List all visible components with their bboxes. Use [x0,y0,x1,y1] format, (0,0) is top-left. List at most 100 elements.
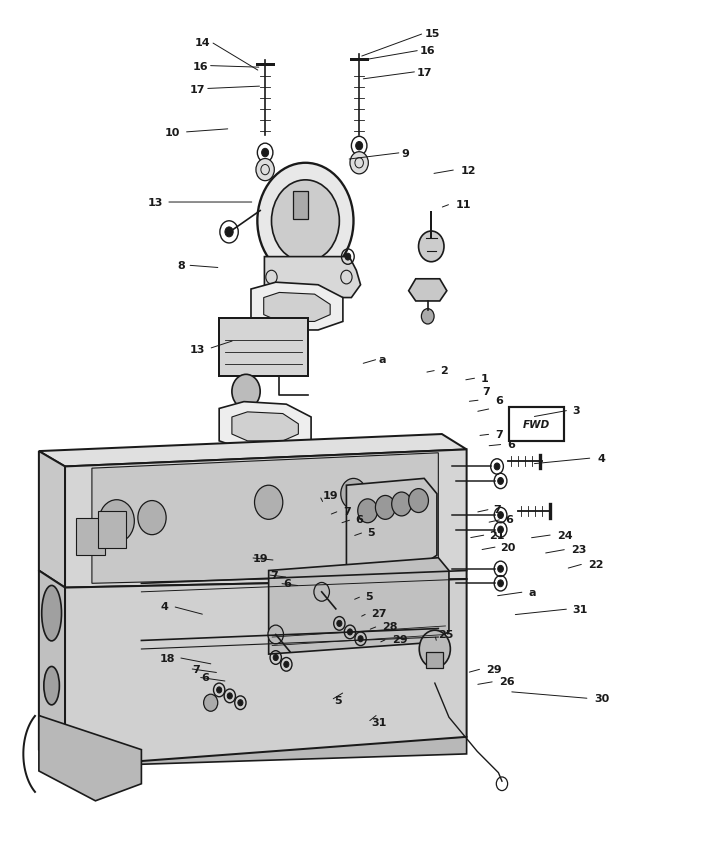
Text: 27: 27 [371,608,387,619]
Text: 26: 26 [499,676,515,687]
Text: 6: 6 [495,395,503,406]
Polygon shape [39,435,467,467]
Circle shape [227,693,233,699]
Text: 19: 19 [253,553,269,563]
Circle shape [375,496,395,520]
Circle shape [314,583,329,602]
Text: 6: 6 [506,515,513,525]
Text: 6: 6 [508,440,515,450]
Polygon shape [232,412,298,441]
Circle shape [421,309,434,325]
Polygon shape [92,453,438,584]
Polygon shape [409,279,447,302]
Polygon shape [39,452,65,588]
Text: 15: 15 [424,29,440,39]
Polygon shape [39,571,65,767]
Circle shape [341,479,366,509]
Polygon shape [65,450,467,588]
Text: 4: 4 [160,602,168,612]
Text: 6: 6 [283,579,291,589]
Text: 5: 5 [365,591,373,602]
Text: 28: 28 [382,621,397,631]
Text: 8: 8 [177,261,185,271]
Circle shape [498,527,503,533]
Circle shape [204,694,218,711]
Circle shape [347,629,353,636]
Text: 30: 30 [594,694,609,704]
Circle shape [256,159,274,181]
Bar [293,192,308,220]
Bar [509,407,564,441]
Text: 24: 24 [557,530,573,540]
Polygon shape [39,716,467,767]
Text: 19: 19 [322,491,338,501]
Text: 3: 3 [573,406,580,416]
Circle shape [350,153,368,175]
Circle shape [392,492,411,516]
Text: 29: 29 [486,664,502,674]
Circle shape [216,687,222,694]
Text: 6: 6 [201,672,209,682]
Circle shape [337,620,342,627]
Polygon shape [264,257,361,298]
Text: 2: 2 [440,366,448,376]
Text: 16: 16 [192,61,208,72]
Circle shape [271,181,339,262]
Text: 16: 16 [420,46,436,56]
Text: 5: 5 [334,695,341,705]
Text: 13: 13 [147,198,163,208]
Text: 22: 22 [588,559,604,569]
Polygon shape [39,716,141,801]
Circle shape [356,142,363,151]
Text: 20: 20 [501,542,516,552]
Text: a: a [378,354,386,365]
Text: 7: 7 [482,387,490,397]
Text: 29: 29 [392,634,408,644]
Text: 31: 31 [371,717,387,728]
Text: 17: 17 [417,67,433,78]
Text: 7: 7 [495,429,503,440]
Polygon shape [219,402,311,450]
Circle shape [232,375,260,409]
Text: 17: 17 [189,84,205,95]
Circle shape [358,636,363,642]
Circle shape [419,630,450,668]
Polygon shape [65,579,467,767]
Text: 7: 7 [192,664,200,674]
Text: 18: 18 [160,653,175,663]
Text: 13: 13 [189,344,205,354]
Circle shape [498,478,503,485]
Text: 5: 5 [368,527,375,538]
Text: 31: 31 [573,604,588,614]
Text: 21: 21 [489,530,505,540]
Circle shape [345,254,351,261]
Bar [76,518,105,556]
Polygon shape [251,283,343,331]
Circle shape [255,486,283,520]
Text: 11: 11 [456,199,472,210]
Text: 23: 23 [571,544,587,555]
Circle shape [498,566,503,573]
Text: 25: 25 [438,630,454,640]
Text: a: a [529,587,537,597]
Polygon shape [269,558,449,654]
Circle shape [99,500,134,543]
Text: 4: 4 [597,453,605,463]
Bar [98,511,126,549]
Polygon shape [346,479,437,571]
Ellipse shape [42,586,62,641]
Text: 1: 1 [481,373,489,383]
Text: 7: 7 [493,504,501,515]
Circle shape [225,227,233,238]
Circle shape [419,232,444,262]
Circle shape [284,661,289,668]
Text: 9: 9 [402,148,409,158]
Text: 6: 6 [355,515,363,525]
Text: 12: 12 [461,165,477,176]
Circle shape [268,625,284,644]
Text: 14: 14 [195,37,211,48]
Circle shape [273,654,279,661]
Text: FWD: FWD [523,419,550,429]
Text: 10: 10 [165,128,180,138]
Circle shape [498,580,503,587]
